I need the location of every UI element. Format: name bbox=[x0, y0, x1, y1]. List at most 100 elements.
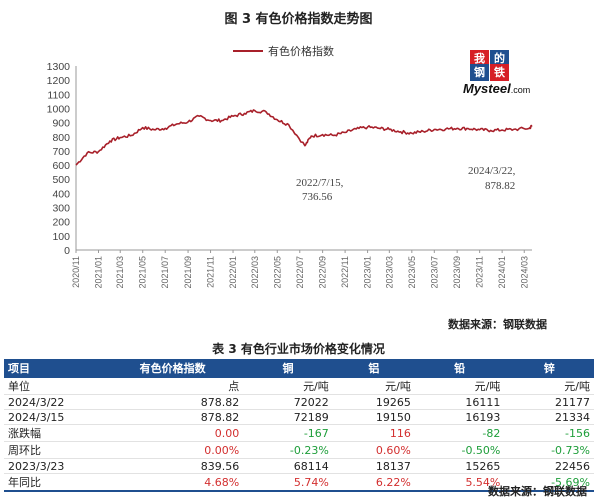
chart-grid bbox=[75, 66, 532, 251]
x-tick-label: 2021/11 bbox=[206, 256, 216, 288]
logo-char: 钢 bbox=[470, 64, 489, 81]
logo-char: 铁 bbox=[490, 64, 509, 81]
table-cell: -0.73% bbox=[504, 441, 594, 459]
x-tick-label: 2023/05 bbox=[407, 256, 417, 289]
table-cell: 4.68% bbox=[102, 473, 244, 492]
x-tick-label: 2023/01 bbox=[363, 256, 373, 289]
figure-title: 图 3 有色价格指数走势图 bbox=[224, 12, 373, 27]
y-tick-label: 200 bbox=[52, 217, 70, 229]
annotation-latest: 2024/3/22, bbox=[468, 165, 516, 177]
table-row: 周环比 0.00% -0.23% 0.60% -0.50% -0.73% bbox=[4, 441, 594, 459]
chart-series bbox=[75, 109, 533, 166]
x-tick-label: 2022/05 bbox=[272, 256, 282, 289]
table-cell: 0.60% bbox=[332, 441, 415, 459]
row-label: 2024/3/22 bbox=[4, 394, 102, 410]
x-tick-label: 2024/01 bbox=[497, 256, 507, 289]
logo-brand: Mysteel.com bbox=[463, 81, 530, 96]
table-cell: 68114 bbox=[243, 458, 333, 474]
table-row: 2024/3/22 878.82 72022 19265 16111 21177 bbox=[4, 394, 594, 410]
x-tick-label: 2021/09 bbox=[183, 256, 193, 289]
table-cell: 元/吨 bbox=[414, 377, 505, 395]
y-tick-label: 400 bbox=[52, 188, 70, 200]
x-tick-label: 2023/03 bbox=[384, 256, 394, 289]
x-tick-label: 2022/01 bbox=[228, 256, 238, 289]
table-cell: 878.82 bbox=[102, 394, 244, 410]
header-lead: 铅 bbox=[414, 359, 505, 378]
header-aluminum: 铝 bbox=[332, 359, 415, 378]
x-tick-label: 2024/03 bbox=[519, 256, 529, 289]
price-index-chart: 0 100 200 300 400 500 600 700 800 900 1000 1100 1200… bbox=[47, 44, 533, 289]
x-tick-label: 2021/01 bbox=[93, 256, 103, 289]
table-cell: 18137 bbox=[332, 458, 415, 474]
y-tick-label: 600 bbox=[52, 160, 70, 172]
table-cell: -156 bbox=[504, 424, 594, 442]
x-tick-label: 2023/09 bbox=[452, 256, 462, 289]
x-tick-label: 2021/03 bbox=[115, 256, 125, 289]
annotation-low: 2022/7/15, bbox=[296, 177, 344, 189]
table-cell: -167 bbox=[243, 424, 333, 442]
table-cell: 16193 bbox=[414, 409, 505, 425]
table-cell: -5.69% bbox=[504, 473, 594, 492]
x-tick-label: 2022/11 bbox=[340, 256, 350, 288]
row-label: 年同比 bbox=[4, 473, 102, 492]
table-cell: 72189 bbox=[243, 409, 333, 425]
series-line-nonferrous-index bbox=[75, 109, 533, 166]
x-tick-label: 2020/11 bbox=[71, 256, 81, 288]
y-tick-label: 300 bbox=[52, 203, 70, 215]
y-axis-ticks: 0 100 200 300 400 500 600 700 800 900 1000 1100 1200… bbox=[47, 61, 71, 257]
mysteel-logo: 我 的 钢 铁 Mysteel.com bbox=[462, 50, 542, 98]
table-cell: -0.50% bbox=[414, 441, 505, 459]
chart-source: 数据来源：钢联数据 bbox=[448, 318, 547, 331]
table-cell: 21177 bbox=[504, 394, 594, 410]
row-label: 单位 bbox=[4, 377, 102, 395]
y-tick-label: 100 bbox=[52, 231, 70, 243]
y-tick-label: 700 bbox=[52, 146, 70, 158]
table-title: 表 3 有色行业市场价格变化情况 bbox=[212, 342, 385, 356]
table-row: 年同比 4.68% 5.74% 6.22% 5.54% -5.69% bbox=[4, 473, 594, 492]
table-cell: 839.56 bbox=[102, 458, 244, 474]
table-cell: 878.82 bbox=[102, 409, 244, 425]
y-tick-label: 1300 bbox=[47, 61, 71, 73]
header-index: 有色价格指数 bbox=[102, 359, 244, 378]
logo-char: 我 bbox=[470, 50, 489, 67]
table-cell: -82 bbox=[414, 424, 505, 442]
y-tick-label: 1100 bbox=[47, 89, 70, 101]
logo-brand-name: Mysteel bbox=[463, 81, 511, 96]
header-copper: 铜 bbox=[243, 359, 333, 378]
logo-brand-suffix: .com bbox=[510, 85, 531, 95]
price-change-table: 项目 有色价格指数 铜 铝 铅 锌 单位点元/吨 元/吨 元/吨 元/吨 2024/3/… bbox=[4, 359, 594, 492]
row-label: 涨跌幅 bbox=[4, 424, 102, 442]
legend-label: 有色价格指数 bbox=[268, 44, 334, 58]
table-row: 涨跌幅 0.00 -167 116 -82 -156 bbox=[4, 424, 594, 442]
y-tick-label: 500 bbox=[52, 174, 70, 186]
table-cell: 21334 bbox=[504, 409, 594, 425]
row-label: 周环比 bbox=[4, 441, 102, 459]
table-cell: -0.23% bbox=[243, 441, 333, 459]
table-cell: 元/吨 bbox=[332, 377, 415, 395]
table-cell: 22456 bbox=[504, 458, 594, 474]
y-tick-label: 800 bbox=[52, 132, 70, 144]
x-axis-ticks: 2020/11 2021/01 2021/03 2021/05 2021/07 2021/… bbox=[71, 250, 529, 289]
table-cell: 16111 bbox=[414, 394, 505, 410]
header-zinc: 锌 bbox=[504, 359, 594, 378]
table-source: 数据来源：钢联数据 bbox=[488, 485, 587, 498]
table-cell: 5.74% bbox=[243, 473, 333, 492]
y-tick-label: 1000 bbox=[47, 103, 71, 115]
table-cell: 0.00 bbox=[102, 424, 244, 442]
x-tick-label: 2021/07 bbox=[160, 256, 170, 289]
header-item: 项目 bbox=[4, 359, 102, 378]
x-tick-label: 2023/07 bbox=[429, 256, 439, 289]
table-row: 2024/3/15 878.82 72189 19150 16193 21334 bbox=[4, 409, 594, 425]
table-cell: 5.54% bbox=[414, 473, 505, 492]
y-tick-label: 1200 bbox=[47, 75, 71, 87]
x-tick-label: 2021/05 bbox=[138, 256, 148, 289]
y-tick-label: 0 bbox=[64, 245, 70, 257]
table-cell: 19265 bbox=[332, 394, 415, 410]
x-tick-label: 2022/07 bbox=[295, 256, 305, 289]
table-cell: 19150 bbox=[332, 409, 415, 425]
table-cell: 点 bbox=[102, 377, 244, 395]
y-tick-label: 900 bbox=[52, 118, 70, 130]
chart-annotations: 2022/7/15, 736.56 2024/3/22, 878.82 bbox=[296, 165, 516, 203]
chart-legend: 有色价格指数 bbox=[233, 44, 334, 58]
x-tick-label: 2022/03 bbox=[250, 256, 260, 289]
